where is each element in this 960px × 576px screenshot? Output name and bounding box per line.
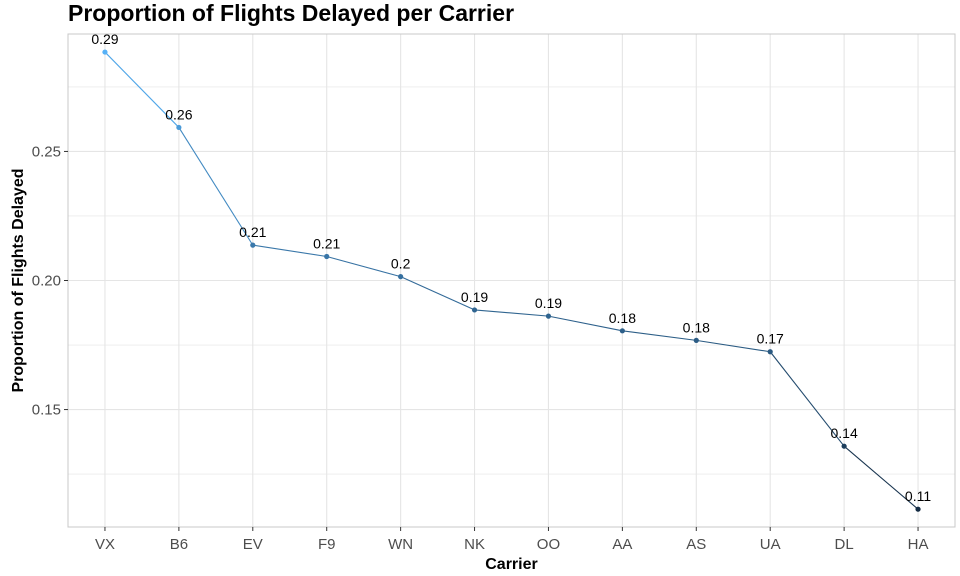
line-segment bbox=[326, 255, 401, 278]
line-segment bbox=[548, 315, 623, 332]
y-axis-ticks: 0.15 0.20 0.25 bbox=[32, 143, 68, 419]
data-point bbox=[398, 274, 404, 280]
data-labels: 0.29 0.26 0.21 0.21 0.2 0.19 0.19 0.18 0.18 0.17 0… bbox=[91, 31, 931, 504]
data-point bbox=[841, 443, 847, 449]
data-point bbox=[915, 506, 921, 512]
y-tick-label: 0.25 bbox=[32, 143, 61, 160]
data-point bbox=[767, 349, 773, 355]
x-axis-title: Carrier bbox=[485, 556, 537, 573]
y-axis-title: Proportion of Flights Delayed bbox=[10, 168, 27, 392]
line-segment bbox=[178, 127, 254, 246]
x-tick-label: VX bbox=[95, 536, 115, 553]
x-tick-label: WN bbox=[388, 536, 413, 553]
line-segment bbox=[769, 351, 845, 447]
data-label: 0.18 bbox=[609, 310, 636, 326]
data-label: 0.21 bbox=[239, 224, 266, 240]
data-label: 0.11 bbox=[905, 488, 931, 504]
data-point bbox=[324, 253, 330, 260]
data-point bbox=[545, 313, 552, 319]
line-segment bbox=[843, 445, 919, 510]
x-tick-label: AS bbox=[686, 536, 706, 553]
grid-lines bbox=[68, 34, 955, 527]
x-tick-label: F9 bbox=[318, 536, 336, 553]
series-line bbox=[104, 51, 919, 510]
data-label: 0.26 bbox=[165, 106, 192, 122]
line-segment bbox=[400, 276, 475, 311]
data-label: 0.21 bbox=[313, 235, 340, 251]
data-point bbox=[176, 124, 182, 131]
data-label: 0.19 bbox=[535, 295, 562, 311]
data-label: 0.14 bbox=[831, 425, 858, 441]
line-segment bbox=[474, 309, 549, 317]
x-tick-label: AA bbox=[612, 536, 632, 553]
x-tick-label: OO bbox=[537, 536, 560, 553]
data-point bbox=[471, 307, 478, 313]
data-points bbox=[102, 49, 921, 512]
data-label: 0.2 bbox=[391, 256, 411, 272]
data-point bbox=[619, 328, 625, 334]
line-segment bbox=[104, 51, 180, 128]
line-segment bbox=[252, 244, 327, 258]
line-segment bbox=[696, 339, 771, 353]
data-point bbox=[693, 337, 699, 343]
x-tick-label: NK bbox=[464, 536, 485, 553]
data-label: 0.18 bbox=[683, 319, 710, 335]
data-label: 0.17 bbox=[757, 331, 784, 347]
data-label: 0.29 bbox=[91, 31, 118, 47]
x-tick-label: DL bbox=[835, 536, 854, 553]
y-tick-label: 0.15 bbox=[32, 402, 61, 419]
chart-title: Proportion of Flights Delayed per Carrie… bbox=[68, 0, 515, 26]
x-axis-ticks: VX B6 EV F9 WN NK OO AA AS UA DL HA bbox=[95, 527, 929, 553]
x-tick-label: UA bbox=[760, 536, 781, 553]
x-tick-label: HA bbox=[908, 536, 929, 553]
data-label: 0.19 bbox=[461, 289, 488, 305]
data-point bbox=[250, 242, 256, 248]
line-segment bbox=[622, 330, 697, 341]
x-tick-label: B6 bbox=[170, 536, 188, 553]
y-tick-label: 0.20 bbox=[32, 273, 61, 290]
x-tick-label: EV bbox=[243, 536, 263, 553]
data-point bbox=[102, 49, 108, 55]
